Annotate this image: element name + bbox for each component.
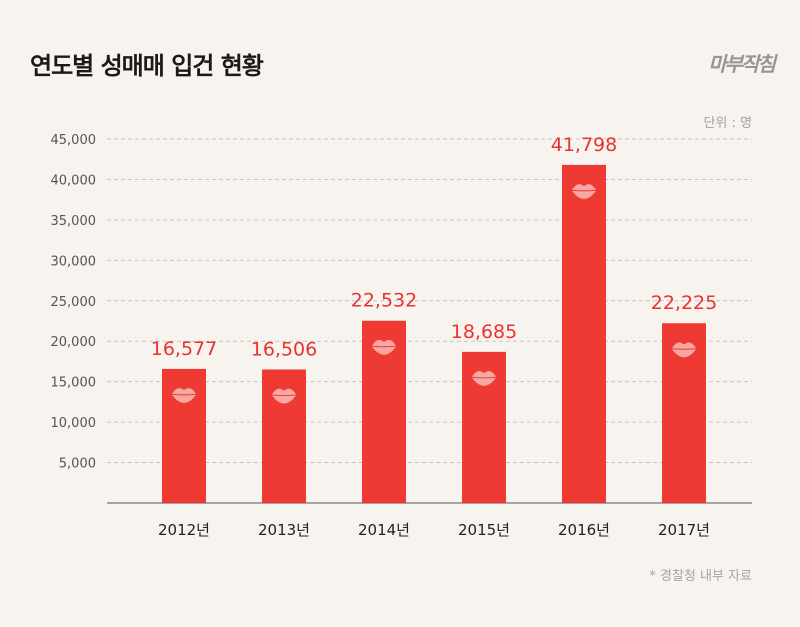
lips-icon [272,388,296,404]
data-label: 41,798 [551,134,617,156]
data-label: 16,506 [251,338,317,360]
bar [562,164,606,503]
bar [162,368,206,503]
y-tick-label: 20,000 [51,335,97,350]
lips-icon [372,339,396,355]
lips-icon [572,184,596,199]
x-tick-label: 2014년 [358,521,410,539]
lips-icon [472,371,496,386]
y-tick-label: 30,000 [51,254,97,269]
y-tick-label: 10,000 [51,416,97,431]
brand-logo: 마부작침 [708,52,776,76]
lips-icon [672,342,696,358]
source-note: * 경찰청 내부 자료 [649,569,752,584]
y-tick-label: 15,000 [51,376,97,391]
y-tick-label: 5,000 [59,457,96,472]
x-tick-label: 2016년 [558,521,610,539]
bar [262,369,306,503]
unit-label: 단위 : 명 [703,116,752,131]
y-tick-label: 45,000 [51,133,97,148]
data-label: 18,685 [451,321,517,343]
lips-icon [172,388,196,403]
y-tick-label: 25,000 [51,295,97,310]
y-tick-label: 35,000 [51,214,97,229]
chart-title: 연도별 성매매 입건 현황 [30,52,264,80]
data-label: 22,225 [651,292,717,314]
data-label: 16,577 [151,338,217,360]
x-tick-label: 2013년 [258,521,310,539]
x-tick-label: 2017년 [658,521,710,539]
data-label: 22,532 [351,290,417,312]
x-tick-label: 2015년 [458,521,510,539]
x-tick-label: 2012년 [158,521,210,539]
y-tick-label: 40,000 [51,173,97,188]
